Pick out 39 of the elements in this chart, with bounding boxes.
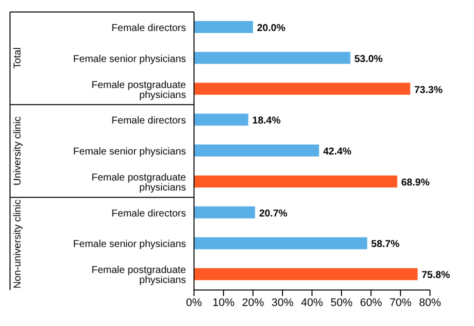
y-tick-label: Female directors: [112, 22, 186, 34]
data-label: 53.0%: [354, 54, 383, 65]
y-tick-label: Female directors: [112, 116, 186, 127]
y-tick-label: Female postgraduate physicians: [91, 80, 186, 101]
text: Non-university clinic: [12, 199, 24, 288]
x-tick-label: 60%: [360, 296, 382, 309]
x-tick-label: 10%: [212, 296, 235, 309]
text: Total: [12, 48, 24, 69]
bar: [194, 82, 410, 95]
bar: [194, 175, 398, 188]
data-label: 73.3%: [414, 84, 443, 96]
text: University clinic: [12, 116, 24, 186]
bar: [194, 114, 248, 126]
y-tick-label: Female senior physicians: [73, 146, 186, 158]
bar: [194, 21, 253, 33]
x-tick-label: 50%: [330, 296, 353, 309]
x-tick-label: 20%: [242, 296, 264, 309]
x-tick-label: 40%: [300, 296, 324, 309]
bar: [194, 206, 256, 218]
x-tick-label: 30%: [271, 296, 294, 309]
x-tick-label: 70%: [389, 296, 412, 309]
x-tick-label: 0%: [186, 296, 202, 309]
data-label: 58.7%: [371, 239, 400, 250]
data-label: 42.4%: [323, 146, 352, 158]
data-label: 68.9%: [401, 177, 430, 188]
data-label: 75.8%: [422, 270, 450, 282]
bar: [194, 268, 418, 280]
data-label: 18.4%: [252, 116, 281, 127]
data-label: 20.7%: [259, 208, 288, 220]
data-label: 20.0%: [257, 23, 286, 34]
y-tick-label: Female senior physicians: [73, 54, 186, 65]
y-tick-label: Female postgraduate physicians: [91, 265, 186, 286]
y-tick-label: Female senior physicians: [73, 239, 186, 250]
x-tick-label: 80%: [418, 296, 442, 309]
y-tick-label: Female directors: [112, 208, 186, 220]
bar: [194, 237, 368, 250]
bar: [194, 52, 350, 64]
bar: [194, 144, 320, 157]
y-tick-label: Female postgraduate physicians: [91, 172, 186, 194]
